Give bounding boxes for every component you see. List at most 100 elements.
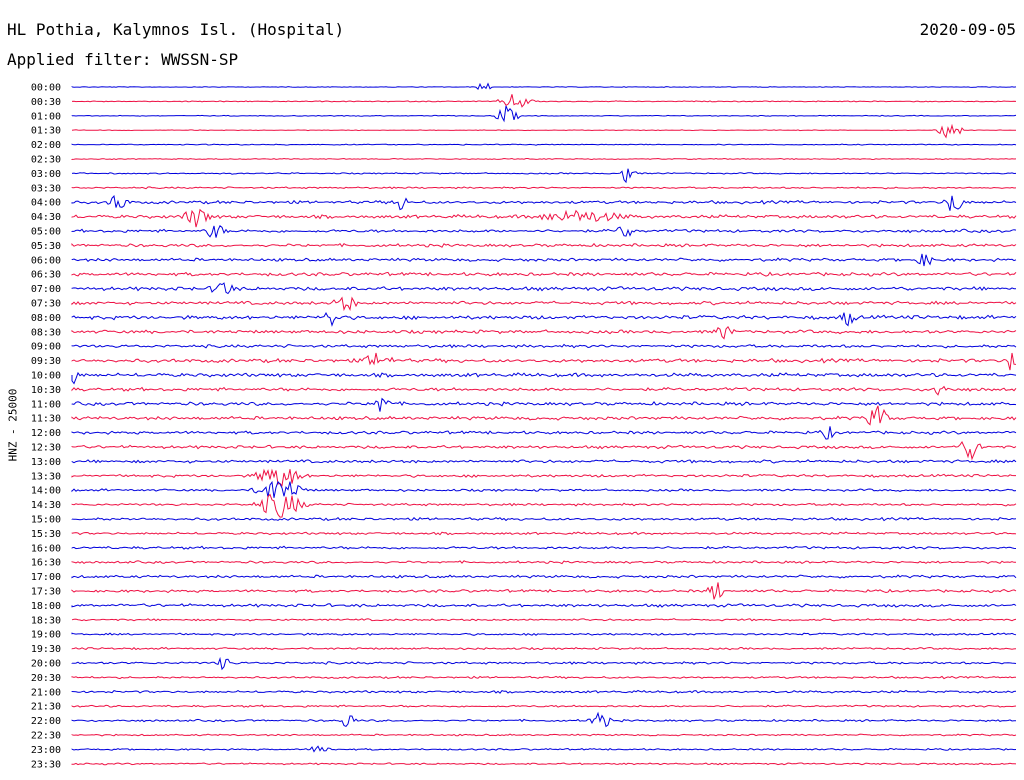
row-time-label: 10:00 [31,371,61,382]
row-time-label: 09:30 [31,356,61,367]
row-time-label: 19:00 [31,630,61,641]
seismic-trace [71,242,1017,248]
seismic-trace [71,325,1017,340]
filter-label: Applied filter: WWSSN-SP [7,50,239,69]
row-time-label: 07:30 [31,299,61,310]
row-time-label: 18:30 [31,615,61,626]
row-time-label: 03:00 [31,169,61,180]
seismic-trace [71,468,1016,487]
seismic-trace [71,574,1017,579]
row-time-label: 06:30 [31,270,61,281]
row-time-label: 14:00 [31,486,61,497]
row-time-label: 22:30 [31,731,61,742]
seismic-trace [71,253,1017,267]
seismic-trace [71,618,1017,622]
seismic-trace [71,397,1017,412]
row-time-label: 15:00 [31,515,61,526]
row-time-label: 22:00 [31,716,61,727]
row-time-label: 16:00 [31,543,61,554]
row-time-label: 17:00 [31,572,61,583]
row-time-label: 00:30 [31,97,61,108]
row-time-label: 02:30 [31,155,61,166]
seismic-trace [71,157,1017,161]
row-time-label: 21:00 [31,687,61,698]
seismic-trace [71,143,1017,146]
seismic-trace [71,632,1017,636]
seismic-trace [71,426,1017,440]
row-time-label: 14:30 [31,500,61,511]
seismic-trace [71,123,1016,139]
seismic-trace [71,94,1017,108]
row-time-label: 13:30 [31,471,61,482]
date-label: 2020-09-05 [919,20,1016,39]
row-time-label: 01:30 [31,126,61,137]
row-time-label: 12:30 [31,443,61,454]
seismic-trace [71,531,1017,536]
seismic-trace [71,745,1017,753]
seismic-trace [71,352,1017,371]
row-time-label: 11:00 [31,399,61,410]
row-time-label: 17:30 [31,587,61,598]
row-time-label: 21:30 [31,702,61,713]
row-time-label: 04:30 [31,212,61,223]
seismic-trace [71,675,1017,680]
row-time-label: 04:00 [31,198,61,209]
seismic-trace [71,186,1017,190]
seismic-trace [71,405,1017,426]
seismic-trace [71,711,1016,728]
seismic-trace [71,82,1017,90]
seismic-trace [71,582,1017,600]
seismic-trace [71,311,1017,327]
seismic-trace [71,656,1017,671]
row-time-label: 09:00 [31,342,61,353]
row-time-label: 11:30 [31,414,61,425]
row-time-label: 02:00 [31,140,61,151]
seismic-trace [71,560,1017,565]
row-time-label: 15:30 [31,529,61,540]
seismic-trace [71,296,1017,312]
row-time-label: 20:30 [31,673,61,684]
seismic-trace [71,704,1017,708]
row-time-label: 03:30 [31,183,61,194]
seismic-trace [71,208,1017,228]
seismic-trace [71,225,1017,238]
row-time-label: 23:00 [31,745,61,756]
seismic-trace [71,689,1017,694]
row-time-label: 08:30 [31,327,61,338]
row-time-label: 01:00 [31,111,61,122]
row-time-label: 19:30 [31,644,61,655]
seismic-trace [71,105,1017,123]
seismic-trace [71,441,1017,461]
seismic-trace [71,646,1017,651]
seismic-trace [71,545,1017,550]
seismic-trace [71,271,1017,277]
seismic-trace [71,282,1017,295]
station-title: HL Pothia, Kalymnos Isl. (Hospital) [7,20,345,39]
row-time-label: 05:30 [31,241,61,252]
seismic-trace [71,343,1017,349]
row-time-label: 13:00 [31,457,61,468]
seismic-trace [71,603,1017,608]
seismic-trace [71,480,1017,498]
row-time-label: 10:30 [31,385,61,396]
row-time-label: 18:00 [31,601,61,612]
row-time-label: 08:00 [31,313,61,324]
seismic-trace [71,459,1017,464]
seismic-trace [71,371,1017,385]
row-time-label: 06:00 [31,255,61,266]
seismic-trace [71,493,1017,518]
row-time-label: 16:30 [31,558,61,569]
row-time-label: 12:00 [31,428,61,439]
seismic-trace [71,762,1017,766]
row-time-label: 00:00 [31,83,61,94]
seismic-trace [71,516,1017,522]
row-time-label: 23:30 [31,759,61,770]
seismic-trace [71,195,1017,211]
seismic-trace [71,168,1017,184]
row-time-label: 05:00 [31,227,61,238]
row-time-label: 20:00 [31,659,61,670]
seismic-trace [71,385,1017,396]
seismic-trace [71,733,1017,737]
row-time-label: 07:00 [31,284,61,295]
